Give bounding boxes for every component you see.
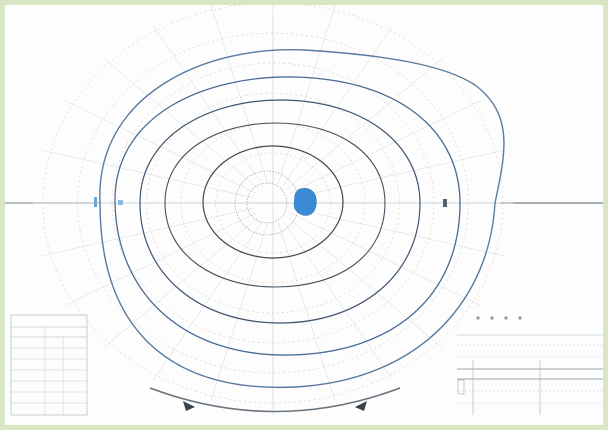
right-marker bbox=[443, 199, 447, 207]
radial-line bbox=[292, 149, 505, 199]
isopter-third bbox=[139, 99, 421, 324]
perimetry-chart-sheet bbox=[5, 5, 603, 425]
isopter-inner bbox=[202, 145, 344, 259]
arc-arrow-right bbox=[355, 401, 367, 411]
radial-line bbox=[65, 212, 256, 306]
radial-line bbox=[282, 220, 394, 381]
radial-line bbox=[210, 5, 269, 184]
radial-line bbox=[282, 25, 394, 186]
reference-rings bbox=[42, 5, 504, 404]
left-marker-small bbox=[118, 200, 123, 205]
radial-line bbox=[103, 57, 260, 190]
central-field-ring-inner bbox=[246, 182, 288, 224]
reference-ring bbox=[42, 5, 504, 404]
legend-table bbox=[10, 314, 88, 416]
radial-line bbox=[290, 100, 481, 194]
reference-ring bbox=[77, 32, 469, 374]
blind-spot bbox=[293, 188, 317, 216]
reference-ring bbox=[146, 92, 400, 314]
radial-line bbox=[103, 216, 260, 349]
radial-line bbox=[292, 207, 505, 257]
radial-line bbox=[41, 207, 254, 257]
radial-meridians bbox=[33, 5, 513, 408]
right-symbol-row bbox=[476, 316, 522, 320]
isopter-outer bbox=[99, 48, 505, 389]
radial-line bbox=[152, 220, 264, 381]
left-marker bbox=[94, 197, 97, 207]
radial-line bbox=[152, 25, 264, 186]
radial-line bbox=[277, 5, 336, 184]
radial-line bbox=[210, 222, 269, 402]
arc-arrow-left bbox=[183, 401, 195, 411]
radial-line bbox=[277, 222, 336, 402]
isopter-fourth bbox=[164, 122, 386, 288]
visual-field-diagram bbox=[5, 5, 603, 416]
right-grid-panel bbox=[457, 334, 603, 415]
isopter-second bbox=[114, 76, 461, 356]
radial-line bbox=[290, 212, 481, 306]
reference-ring bbox=[215, 152, 331, 254]
bottom-arc bbox=[149, 387, 401, 413]
reference-ring bbox=[111, 62, 435, 344]
radial-line bbox=[41, 149, 254, 199]
